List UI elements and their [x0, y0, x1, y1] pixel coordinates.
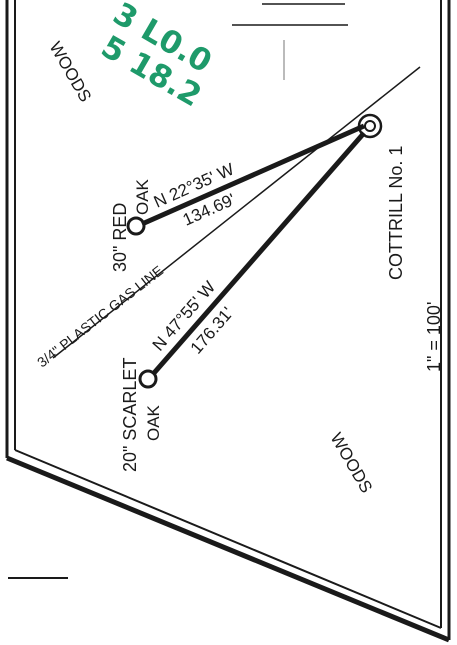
- well-outer-circle: [357, 113, 383, 139]
- handwritten-annotation: 3 L0.0 5 18.2: [95, 0, 218, 114]
- woods-label-lower: WOODS: [327, 430, 377, 497]
- point-markers: [126, 113, 383, 389]
- red-oak-species-label: OAK: [133, 178, 152, 215]
- well-name-label: COTTRILL No. 1: [386, 146, 406, 280]
- gas-line-label: 3/4" PLASTIC GAS LINE: [34, 262, 166, 370]
- bearing-lines: [52, 66, 421, 375]
- red-oak-size-label: 30" RED: [110, 203, 130, 272]
- red-oak-tree-marker: [126, 216, 146, 236]
- scarlet-oak-size-label: 20" SCARLET: [120, 358, 140, 472]
- red-oak-bearing-line: [140, 123, 366, 227]
- plat-labels: WOODS COTTRILL No. 1 1" = 100' 30" RED O…: [34, 39, 444, 497]
- scarlet-oak-tree-marker: [138, 369, 158, 389]
- boundary-bottom-inner: [14, 449, 442, 629]
- scarlet-oak-bearing-line: [152, 131, 366, 375]
- scale-label: 1" = 100': [424, 302, 444, 372]
- gas-line: [52, 66, 421, 359]
- woods-label-upper: WOODS: [46, 39, 96, 106]
- boundary-bottom-outer: [6, 455, 450, 643]
- property-boundary: [5, 0, 451, 643]
- well-inner-circle: [364, 120, 376, 132]
- scarlet-oak-species-label: OAK: [144, 404, 163, 441]
